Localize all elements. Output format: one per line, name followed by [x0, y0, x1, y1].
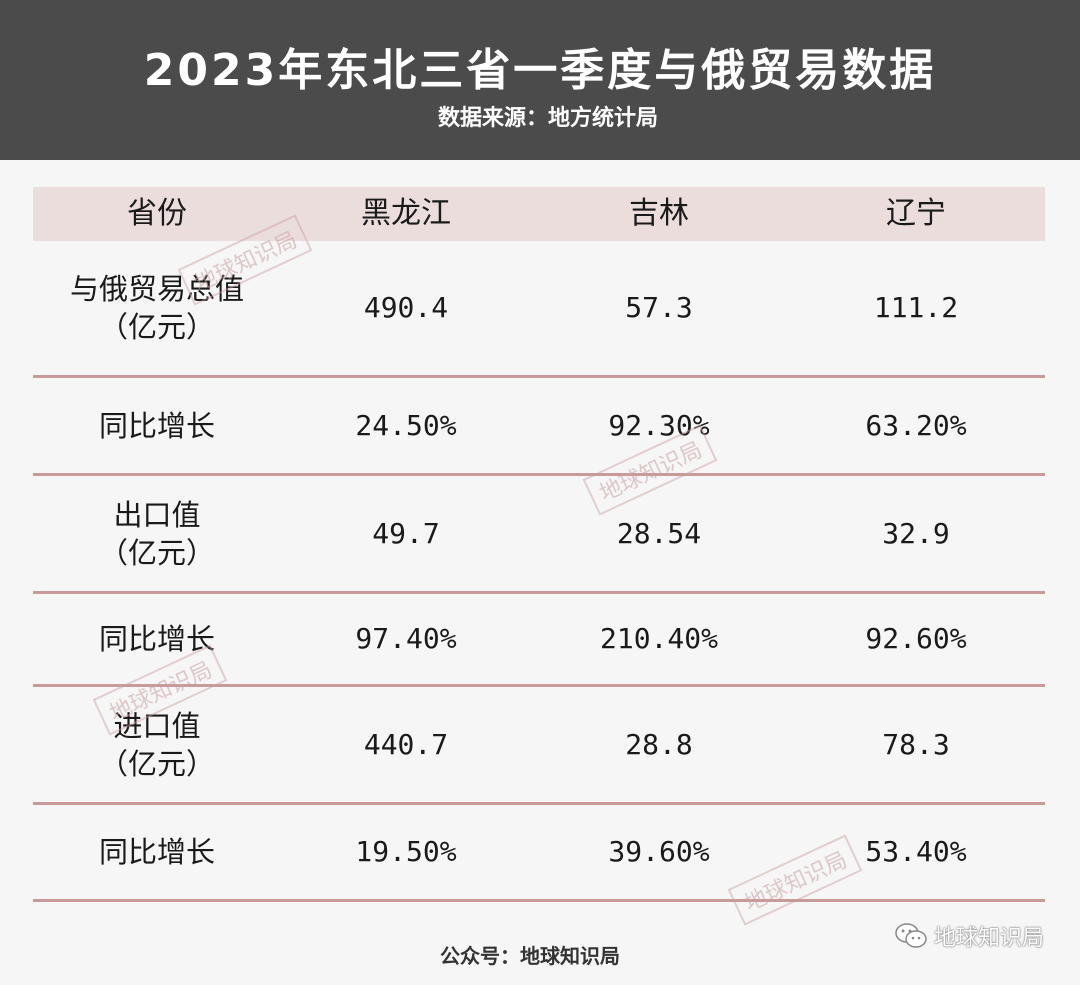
table-cell: 490.4 — [363, 291, 449, 324]
table-body: 与俄贸易总值 （亿元） 490.4 57.3 111.2 同比增长 24.50% 92.30%… — [33, 241, 1045, 902]
table-cell: 210.40% — [599, 622, 718, 655]
table-row: 进口值 （亿元） 440.7 28.8 78.3 — [33, 687, 1045, 805]
row-label: 同比增长 — [33, 620, 281, 658]
column-header-liaoning: 辽宁 — [886, 196, 946, 231]
table-cell: 39.60% — [608, 835, 710, 868]
row-label-line: 同比增长 — [98, 835, 215, 869]
table-header-row: 省份 黑龙江 吉林 辽宁 — [33, 187, 1045, 241]
table-cell: 78.3 — [882, 727, 950, 761]
row-label-line: （亿元） — [98, 535, 215, 570]
brand-mark: 地球知识局 — [894, 920, 1044, 952]
header-banner: 2023年东北三省一季度与俄贸易数据 数据来源：地方统计局 — [0, 0, 1080, 160]
row-label-line: 同比增长 — [98, 622, 215, 656]
table-cell: 28.54 — [616, 516, 702, 550]
page-title: 2023年东北三省一季度与俄贸易数据 — [143, 45, 937, 96]
row-label: 同比增长 — [33, 833, 281, 871]
table-cell: 63.20% — [865, 408, 967, 442]
table-cell: 24.50% — [355, 408, 457, 442]
table-cell: 97.40% — [355, 622, 457, 655]
table-cell: 19.50% — [355, 835, 457, 868]
column-header-jilin: 吉林 — [629, 196, 689, 231]
row-label-line: 与俄贸易总值 — [69, 272, 244, 306]
table-cell: 32.9 — [882, 516, 950, 550]
brand-name: 地球知识局 — [933, 926, 1044, 951]
row-label-line: 同比增长 — [98, 408, 215, 443]
column-header-province: 省份 — [127, 196, 187, 231]
column-header-heilongjiang: 黑龙江 — [361, 196, 451, 231]
table-cell: 92.30% — [608, 408, 710, 442]
table-row: 同比增长 97.40% 210.40% 92.60% — [33, 594, 1045, 687]
table-cell: 57.3 — [625, 291, 693, 324]
row-label-line: （亿元） — [98, 746, 215, 781]
table-row: 与俄贸易总值 （亿元） 490.4 57.3 111.2 — [33, 241, 1045, 378]
table-cell: 49.7 — [372, 516, 440, 550]
table-cell: 92.60% — [865, 622, 967, 655]
row-label-line: 进口值 — [113, 708, 201, 743]
row-label: 出口值 （亿元） — [33, 496, 281, 572]
table-row: 出口值 （亿元） 49.7 28.54 32.9 — [33, 476, 1045, 594]
table-cell: 53.40% — [865, 835, 967, 868]
row-label: 进口值 （亿元） — [33, 707, 281, 783]
footer-account: 公众号：地球知识局 — [440, 944, 620, 968]
row-label: 同比增长 — [33, 407, 281, 445]
table-cell: 440.7 — [363, 727, 449, 761]
row-label-line: 出口值 — [113, 497, 201, 532]
row-label: 与俄贸易总值 （亿元） — [33, 270, 281, 346]
table-cell: 28.8 — [625, 727, 693, 761]
wechat-icon — [895, 923, 927, 948]
table-row: 同比增长 24.50% 92.30% 63.20% — [33, 378, 1045, 476]
data-source-subtitle: 数据来源：地方统计局 — [437, 106, 658, 131]
table-cell: 111.2 — [873, 291, 959, 324]
data-table: 省份 黑龙江 吉林 辽宁 与俄贸易总值 （亿元） 490.4 57.3 111.2 同比增… — [33, 187, 1045, 902]
row-label-line: （亿元） — [98, 310, 215, 344]
table-row: 同比增长 19.50% 39.60% 53.40% — [33, 805, 1045, 902]
